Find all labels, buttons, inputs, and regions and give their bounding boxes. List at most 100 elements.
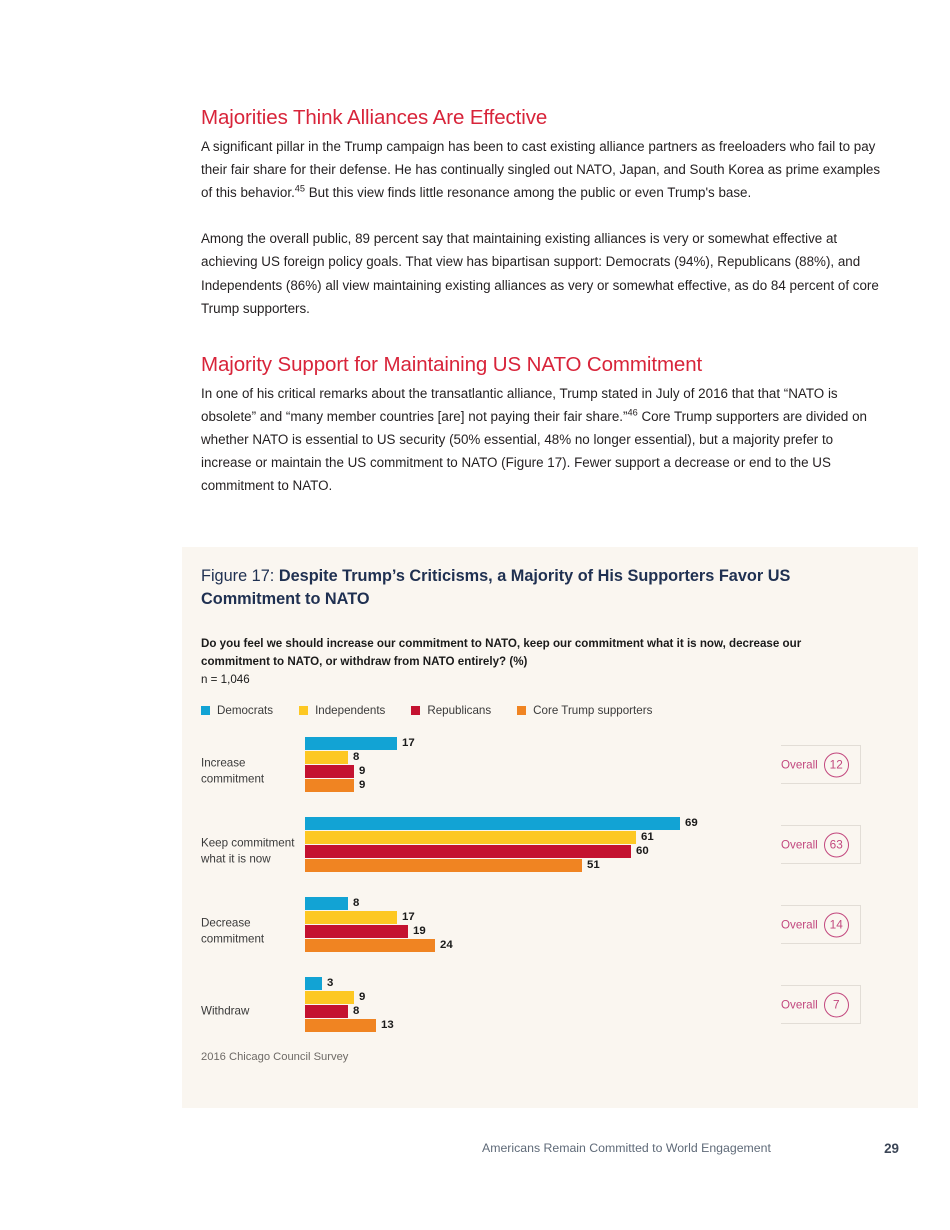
bar-value-democrats: 69 [685, 817, 698, 829]
bar-republicans[interactable] [305, 845, 631, 858]
overall-value-increase: 12 [823, 752, 849, 777]
bar-row-core-trump-supporters: 51 [305, 859, 698, 872]
bar-value-republicans: 60 [636, 845, 649, 857]
bar-value-independents: 61 [641, 831, 654, 843]
figure-title-text: Despite Trump’s Criticisms, a Majority o… [201, 567, 791, 608]
category-label-increase-commitment: Increase commitment [201, 756, 265, 786]
legend-swatch-democrats [201, 706, 210, 715]
overall-label: Overall [781, 758, 818, 771]
legend-label-democrats: Democrats [217, 704, 274, 717]
bar-chart: Increase commitment 17 8 9 [201, 731, 901, 1051]
bar-row-independents: 8 [305, 751, 415, 764]
bar-independents[interactable] [305, 751, 348, 764]
bar-group-withdraw: Withdraw 3 9 8 [201, 971, 901, 1051]
bar-value-republicans: 19 [413, 925, 426, 937]
bar-core-trump-supporters[interactable] [305, 779, 354, 792]
bar-democrats[interactable] [305, 977, 322, 990]
bar-value-democrats: 3 [327, 977, 334, 989]
bar-row-republicans: 19 [305, 925, 453, 938]
bar-value-independents: 17 [402, 911, 415, 923]
figure-number: Figure 17: [201, 567, 279, 585]
legend-item-core-trump-supporters[interactable]: Core Trump supporters [517, 704, 652, 717]
footer-running-title: Americans Remain Committed to World Enga… [482, 1141, 771, 1155]
overall-callout-decrease: Overall 14 [781, 905, 861, 944]
bar-value-democrats: 17 [402, 737, 415, 749]
overall-value-decrease: 14 [823, 912, 849, 937]
legend-swatch-core-trump-supporters [517, 706, 527, 715]
bar-independents[interactable] [305, 991, 354, 1004]
bar-value-core-trump-supporters: 51 [587, 859, 600, 871]
legend-label-independents: Independents [315, 704, 386, 717]
footer-page-number: 29 [884, 1141, 899, 1156]
bar-row-republicans: 60 [305, 845, 698, 858]
bar-core-trump-supporters[interactable] [305, 1019, 376, 1032]
bar-value-core-trump-supporters: 13 [381, 1019, 394, 1031]
category-label-decrease-commitment: Decrease commitment [201, 916, 265, 946]
legend-label-republicans: Republicans [427, 704, 492, 717]
bar-value-core-trump-supporters: 9 [359, 779, 366, 791]
figure-source: 2016 Chicago Council Survey [201, 1051, 349, 1063]
category-label-keep-commitment: Keep commitment what it is now [201, 836, 295, 866]
bars-withdraw: 3 9 8 13 [305, 977, 394, 1033]
legend-swatch-republicans [411, 706, 421, 715]
bar-value-independents: 9 [359, 991, 366, 1003]
bar-republicans[interactable] [305, 1005, 348, 1018]
footnote-ref-45: 45 [294, 183, 306, 194]
paragraph-alliances-1: A significant pillar in the Trump campai… [201, 135, 885, 205]
paragraph-text: A significant pillar in the Trump campai… [201, 138, 881, 201]
bar-independents[interactable] [305, 911, 397, 924]
bar-group-keep-commitment: Keep commitment what it is now 69 61 [201, 811, 901, 891]
bars-increase-commitment: 17 8 9 9 [305, 737, 415, 793]
figure-sample-size: n = 1,046 [201, 673, 250, 686]
section-heading-nato: Majority Support for Maintaining US NATO… [201, 353, 703, 377]
category-label-withdraw: Withdraw [201, 1004, 250, 1018]
bar-row-republicans: 8 [305, 1005, 394, 1018]
bars-keep-commitment: 69 61 60 51 [305, 817, 698, 873]
bar-row-democrats: 8 [305, 897, 453, 910]
bar-republicans[interactable] [305, 765, 354, 778]
bar-row-core-trump-supporters: 13 [305, 1019, 394, 1032]
paragraph-text: In one of his critical remarks about the… [201, 385, 838, 424]
bar-core-trump-supporters[interactable] [305, 939, 435, 952]
legend-item-independents[interactable]: Independents [299, 704, 385, 717]
figure-title: Figure 17: Despite Trump’s Criticisms, a… [201, 565, 891, 611]
overall-label: Overall [781, 998, 818, 1011]
legend-item-republicans[interactable]: Republicans [411, 704, 491, 717]
bar-democrats[interactable] [305, 817, 680, 830]
bar-democrats[interactable] [305, 737, 397, 750]
bar-value-democrats: 8 [353, 897, 360, 909]
figure-question: Do you feel we should increase our commi… [201, 637, 802, 668]
legend-item-democrats[interactable]: Democrats [201, 704, 273, 717]
section-heading-alliances: Majorities Think Alliances Are Effective [201, 106, 548, 129]
bar-row-democrats: 69 [305, 817, 698, 830]
figure-panel: Figure 17: Despite Trump’s Criticisms, a… [182, 547, 918, 1108]
bar-independents[interactable] [305, 831, 636, 844]
overall-callout-withdraw: Overall 7 [781, 985, 861, 1024]
article-body: Majorities Think Alliances Are Effective… [201, 105, 885, 498]
paragraph-text-cont: Core Trump supporters are divided on whe… [201, 408, 867, 494]
chart-legend: Democrats Independents Republicans Core … [201, 704, 901, 717]
bar-row-democrats: 17 [305, 737, 415, 750]
bar-value-republicans: 9 [359, 765, 366, 777]
bar-value-core-trump-supporters: 24 [440, 939, 453, 951]
bar-group-decrease-commitment: Decrease commitment 8 17 19 [201, 891, 901, 971]
overall-value-keep: 63 [823, 832, 849, 857]
paragraph-nato-1: In one of his critical remarks about the… [201, 382, 885, 498]
overall-value-withdraw: 7 [823, 992, 849, 1017]
legend-swatch-independents [299, 706, 309, 715]
overall-callout-keep: Overall 63 [781, 825, 861, 864]
overall-callout-increase: Overall 12 [781, 745, 861, 784]
bar-row-core-trump-supporters: 24 [305, 939, 453, 952]
bar-row-republicans: 9 [305, 765, 415, 778]
bars-decrease-commitment: 8 17 19 24 [305, 897, 453, 953]
paragraph-alliances-2: Among the overall public, 89 percent say… [201, 231, 879, 316]
overall-label: Overall [781, 838, 818, 851]
bar-core-trump-supporters[interactable] [305, 859, 582, 872]
bar-row-core-trump-supporters: 9 [305, 779, 415, 792]
bar-democrats[interactable] [305, 897, 348, 910]
bar-row-democrats: 3 [305, 977, 394, 990]
bar-republicans[interactable] [305, 925, 408, 938]
paragraph-text-cont: But this view finds little resonance amo… [305, 185, 752, 201]
legend-label-core-trump-supporters: Core Trump supporters [533, 704, 653, 717]
